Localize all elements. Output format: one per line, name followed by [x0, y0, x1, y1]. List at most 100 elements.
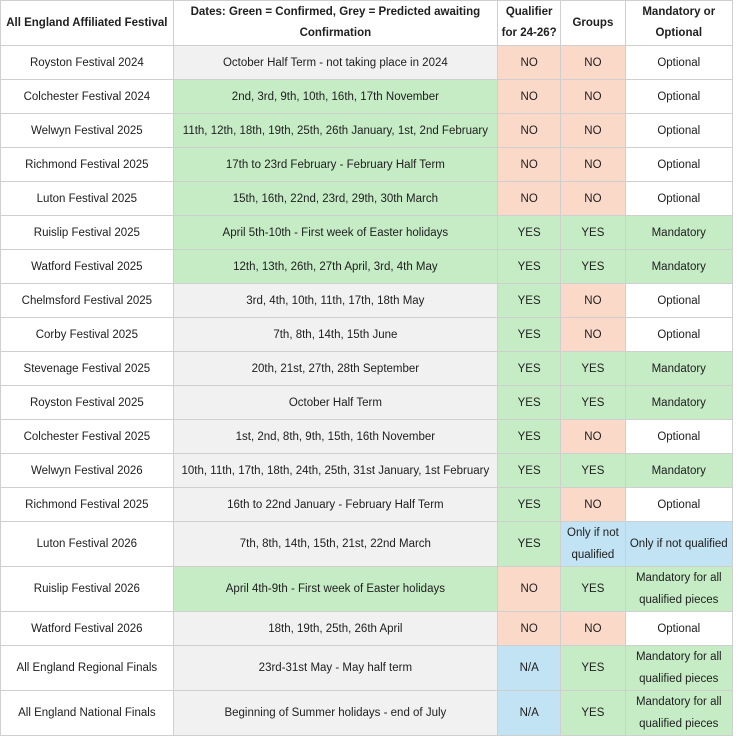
- header-festival[interactable]: All England Affiliated Festival: [0, 0, 174, 46]
- cell-festival[interactable]: Richmond Festival 2025: [0, 487, 174, 522]
- cell-groups[interactable]: NO: [560, 317, 626, 352]
- cell-groups[interactable]: NO: [560, 45, 626, 80]
- cell-groups[interactable]: YES: [560, 453, 626, 488]
- cell-festival[interactable]: Royston Festival 2024: [0, 45, 174, 80]
- cell-festival[interactable]: Ruislip Festival 2025: [0, 215, 174, 250]
- cell-groups[interactable]: NO: [560, 283, 626, 318]
- cell-dates[interactable]: 12th, 13th, 26th, 27th April, 3rd, 4th M…: [172, 249, 499, 284]
- cell-qualifier[interactable]: NO: [497, 566, 562, 612]
- cell-festival[interactable]: Colchester Festival 2024: [0, 79, 174, 114]
- cell-mandatory[interactable]: Mandatory: [624, 249, 734, 284]
- cell-qualifier[interactable]: YES: [497, 521, 562, 567]
- cell-dates[interactable]: Beginning of Summer holidays - end of Ju…: [172, 690, 499, 736]
- cell-mandatory[interactable]: Optional: [624, 147, 734, 182]
- cell-festival[interactable]: Luton Festival 2026: [0, 521, 174, 567]
- cell-festival[interactable]: Ruislip Festival 2026: [0, 566, 174, 612]
- cell-mandatory[interactable]: Mandatory: [624, 351, 734, 386]
- cell-qualifier[interactable]: NO: [497, 79, 562, 114]
- cell-qualifier[interactable]: YES: [497, 317, 562, 352]
- header-qualifier[interactable]: Qualifier for 24-26?: [497, 0, 562, 46]
- cell-festival[interactable]: All England National Finals: [0, 690, 174, 736]
- cell-groups[interactable]: YES: [560, 645, 626, 691]
- cell-mandatory[interactable]: Optional: [624, 79, 734, 114]
- cell-mandatory[interactable]: Optional: [624, 45, 734, 80]
- cell-dates[interactable]: 15th, 16th, 22nd, 23rd, 29th, 30th March: [172, 181, 499, 216]
- cell-dates[interactable]: 2nd, 3rd, 9th, 10th, 16th, 17th November: [172, 79, 499, 114]
- cell-festival[interactable]: Watford Festival 2025: [0, 249, 174, 284]
- cell-mandatory[interactable]: Mandatory for all qualified pieces: [624, 690, 734, 736]
- cell-mandatory[interactable]: Optional: [624, 283, 734, 318]
- cell-mandatory[interactable]: Optional: [624, 317, 734, 352]
- cell-groups[interactable]: NO: [560, 79, 626, 114]
- cell-groups[interactable]: NO: [560, 181, 626, 216]
- cell-qualifier[interactable]: NO: [497, 45, 562, 80]
- cell-festival[interactable]: Watford Festival 2026: [0, 611, 174, 646]
- cell-dates[interactable]: April 5th-10th - First week of Easter ho…: [172, 215, 499, 250]
- cell-groups[interactable]: YES: [560, 566, 626, 612]
- cell-groups[interactable]: YES: [560, 215, 626, 250]
- cell-dates[interactable]: 20th, 21st, 27th, 28th September: [172, 351, 499, 386]
- cell-dates[interactable]: 11th, 12th, 18th, 19th, 25th, 26th Janua…: [172, 113, 499, 148]
- cell-groups[interactable]: NO: [560, 147, 626, 182]
- cell-qualifier[interactable]: N/A: [497, 645, 562, 691]
- cell-qualifier[interactable]: YES: [497, 385, 562, 420]
- cell-qualifier[interactable]: YES: [497, 249, 562, 284]
- cell-dates[interactable]: 7th, 8th, 14th, 15th June: [172, 317, 499, 352]
- cell-mandatory[interactable]: Mandatory: [624, 385, 734, 420]
- cell-groups[interactable]: Only if not qualified: [560, 521, 626, 567]
- header-dates[interactable]: Dates: Green = Confirmed, Grey = Predict…: [172, 0, 499, 46]
- cell-mandatory[interactable]: Mandatory for all qualified pieces: [624, 566, 734, 612]
- cell-qualifier[interactable]: NO: [497, 147, 562, 182]
- cell-qualifier[interactable]: NO: [497, 611, 562, 646]
- cell-mandatory[interactable]: Optional: [624, 419, 734, 454]
- cell-qualifier[interactable]: YES: [497, 351, 562, 386]
- cell-groups[interactable]: YES: [560, 351, 626, 386]
- cell-groups[interactable]: NO: [560, 113, 626, 148]
- cell-festival[interactable]: Welwyn Festival 2026: [0, 453, 174, 488]
- header-groups[interactable]: Groups: [560, 0, 626, 46]
- cell-mandatory[interactable]: Mandatory: [624, 453, 734, 488]
- cell-mandatory[interactable]: Mandatory: [624, 215, 734, 250]
- cell-dates[interactable]: 17th to 23rd February - February Half Te…: [172, 147, 499, 182]
- cell-mandatory[interactable]: Optional: [624, 487, 734, 522]
- cell-mandatory[interactable]: Optional: [624, 113, 734, 148]
- header-mandatory[interactable]: Mandatory or Optional: [624, 0, 734, 46]
- cell-dates[interactable]: October Half Term: [172, 385, 499, 420]
- cell-mandatory[interactable]: Optional: [624, 611, 734, 646]
- cell-dates[interactable]: 18th, 19th, 25th, 26th April: [172, 611, 499, 646]
- cell-dates[interactable]: 1st, 2nd, 8th, 9th, 15th, 16th November: [172, 419, 499, 454]
- cell-festival[interactable]: Luton Festival 2025: [0, 181, 174, 216]
- cell-dates[interactable]: October Half Term - not taking place in …: [172, 45, 499, 80]
- cell-groups[interactable]: YES: [560, 249, 626, 284]
- cell-qualifier[interactable]: NO: [497, 181, 562, 216]
- cell-festival[interactable]: Corby Festival 2025: [0, 317, 174, 352]
- cell-qualifier[interactable]: YES: [497, 215, 562, 250]
- cell-qualifier[interactable]: YES: [497, 453, 562, 488]
- cell-groups[interactable]: YES: [560, 690, 626, 736]
- cell-groups[interactable]: NO: [560, 487, 626, 522]
- cell-festival[interactable]: Chelmsford Festival 2025: [0, 283, 174, 318]
- cell-qualifier[interactable]: NO: [497, 113, 562, 148]
- cell-dates[interactable]: 3rd, 4th, 10th, 11th, 17th, 18th May: [172, 283, 499, 318]
- cell-dates[interactable]: April 4th-9th - First week of Easter hol…: [172, 566, 499, 612]
- cell-mandatory[interactable]: Mandatory for all qualified pieces: [624, 645, 734, 691]
- cell-dates[interactable]: 23rd-31st May - May half term: [172, 645, 499, 691]
- cell-qualifier[interactable]: N/A: [497, 690, 562, 736]
- cell-festival[interactable]: Welwyn Festival 2025: [0, 113, 174, 148]
- cell-groups[interactable]: YES: [560, 385, 626, 420]
- cell-festival[interactable]: Royston Festival 2025: [0, 385, 174, 420]
- cell-qualifier[interactable]: YES: [497, 487, 562, 522]
- cell-mandatory[interactable]: Optional: [624, 181, 734, 216]
- cell-festival[interactable]: Stevenage Festival 2025: [0, 351, 174, 386]
- cell-dates[interactable]: 7th, 8th, 14th, 15th, 21st, 22nd March: [172, 521, 499, 567]
- cell-festival[interactable]: Richmond Festival 2025: [0, 147, 174, 182]
- cell-dates[interactable]: 10th, 11th, 17th, 18th, 24th, 25th, 31st…: [172, 453, 499, 488]
- cell-groups[interactable]: NO: [560, 611, 626, 646]
- cell-festival[interactable]: All England Regional Finals: [0, 645, 174, 691]
- cell-mandatory[interactable]: Only if not qualified: [624, 521, 734, 567]
- cell-qualifier[interactable]: YES: [497, 283, 562, 318]
- cell-groups[interactable]: NO: [560, 419, 626, 454]
- cell-qualifier[interactable]: YES: [497, 419, 562, 454]
- cell-festival[interactable]: Colchester Festival 2025: [0, 419, 174, 454]
- cell-dates[interactable]: 16th to 22nd January - February Half Ter…: [172, 487, 499, 522]
